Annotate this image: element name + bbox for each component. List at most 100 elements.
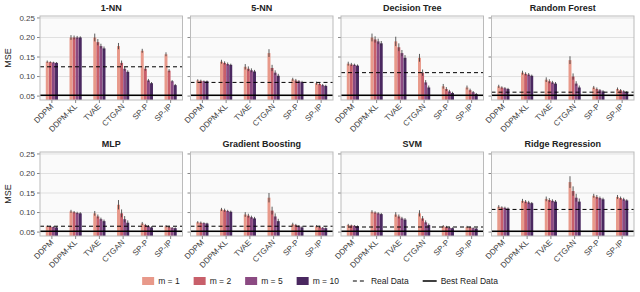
x-tick-label: DDPM-KL (198, 102, 230, 134)
error-bar (221, 60, 222, 64)
legend-swatch (194, 277, 206, 285)
bar (424, 82, 427, 100)
bar (196, 222, 199, 236)
error-bar (53, 226, 54, 228)
error-bar (207, 80, 208, 82)
bar (497, 86, 500, 100)
error-bar (251, 68, 252, 72)
error-bar (197, 79, 198, 81)
error-bar (268, 193, 269, 202)
error-bar (549, 79, 550, 83)
error-bar (74, 211, 75, 213)
y-tick-label: 0.25 (19, 150, 35, 159)
x-tick (226, 100, 227, 103)
x-tick (503, 100, 504, 103)
x-tick (447, 236, 448, 239)
x-tick-label: SP-IP (604, 102, 625, 123)
x-tick (550, 236, 551, 239)
grid-line (191, 173, 334, 174)
bar-series (347, 34, 469, 100)
grid-line (40, 212, 183, 213)
bar (79, 37, 82, 100)
error-bar (569, 176, 570, 188)
grid-line (341, 76, 484, 77)
x-tick-label: SP-P (582, 102, 602, 122)
grid-line (40, 37, 183, 38)
x-tick (297, 236, 298, 239)
bar (206, 223, 209, 236)
bar (73, 212, 76, 236)
x-tick (352, 100, 353, 103)
error-bar (248, 66, 249, 71)
error-bar (145, 67, 146, 71)
reference-line (40, 95, 183, 97)
x-tick-label: SP-IP (454, 238, 475, 259)
x-tick-label: CTGAN (251, 102, 277, 128)
bar-series (206, 64, 328, 100)
grid-line (341, 96, 484, 97)
bar (223, 210, 226, 236)
grid-line (341, 153, 484, 154)
error-bar (74, 36, 75, 40)
reference-line (191, 82, 334, 83)
error-bar (94, 34, 95, 42)
error-bar (124, 67, 125, 71)
plot-background (492, 152, 635, 236)
x-tick (123, 236, 124, 239)
bar (93, 37, 96, 100)
error-bar (50, 61, 51, 63)
grid-line (40, 17, 183, 18)
subplot-title: Ridge Regression (524, 139, 601, 149)
error-bar (599, 89, 600, 91)
bar-series (353, 39, 475, 100)
grid-line (341, 193, 484, 194)
plot-frame (492, 152, 635, 236)
error-bar (351, 225, 352, 227)
error-bar (473, 91, 474, 93)
error-bar (151, 82, 152, 84)
x-tick-label: SP-IP (604, 238, 625, 259)
bar-series (353, 212, 475, 236)
bar (226, 211, 229, 236)
error-bar (498, 205, 499, 208)
error-bar (603, 90, 604, 92)
bar (569, 60, 572, 100)
error-bar (53, 62, 54, 64)
bar-series (52, 36, 174, 100)
error-bar (552, 81, 553, 84)
error-bar (371, 210, 372, 213)
error-bar (546, 77, 547, 82)
grid-line (191, 153, 334, 154)
error-bar (579, 86, 580, 90)
subplot-title: Random Forest (530, 3, 596, 13)
x-tick (574, 100, 575, 103)
error-bar (121, 209, 122, 217)
subplot-title: Decision Tree (383, 3, 442, 13)
reference-line (341, 231, 484, 233)
error-bar (322, 227, 323, 229)
bar-series (49, 36, 171, 100)
x-tick (400, 236, 401, 239)
error-bar (528, 201, 529, 204)
error-bar (254, 217, 255, 220)
reference-line (40, 66, 183, 67)
error-bar (620, 197, 621, 200)
bar (120, 63, 123, 100)
x-tick-label: DDPM-KL (499, 238, 531, 270)
plot-background (341, 16, 484, 100)
error-bar (172, 227, 173, 229)
x-tick (400, 100, 401, 103)
error-bar (104, 46, 105, 50)
x-tick-label: SP-IP (153, 102, 174, 123)
bar (507, 89, 510, 100)
bar (174, 85, 177, 100)
error-bar (148, 79, 149, 82)
bar (619, 198, 622, 236)
error-bar (142, 222, 143, 225)
error-bar (56, 227, 57, 229)
grid-line (40, 173, 183, 174)
x-tick (598, 236, 599, 239)
error-bar (127, 70, 128, 73)
error-bar (272, 65, 273, 71)
bar (202, 223, 205, 236)
